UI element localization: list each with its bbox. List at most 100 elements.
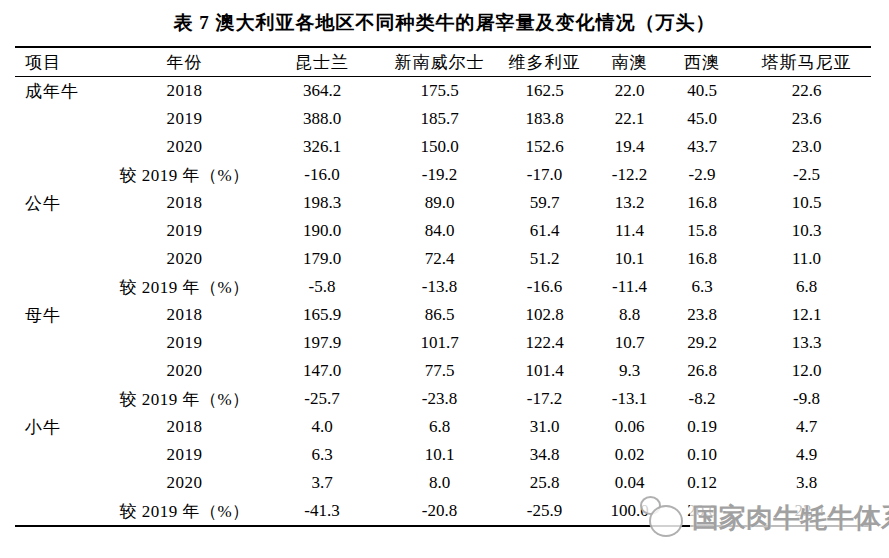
year-cell: 2019 (112, 105, 257, 133)
value-cell: -16.0 (257, 161, 387, 189)
value-cell: 364.2 (257, 77, 387, 106)
value-cell: 22.1 (597, 105, 662, 133)
value-cell: 0.19 (662, 413, 742, 441)
value-cell: 23.8 (662, 301, 742, 329)
value-cell: 86.5 (387, 301, 492, 329)
value-cell: -8.2 (662, 385, 742, 413)
year-cell: 较 2019 年（%） (112, 273, 257, 301)
year-cell: 较 2019 年（%） (112, 385, 257, 413)
value-cell: 22.6 (742, 77, 871, 106)
value-cell: 0.02 (597, 441, 662, 469)
value-cell: -2.5 (742, 161, 871, 189)
table-title: 表 7 澳大利亚各地区不同种类牛的屠宰量及变化情况（万头） (0, 8, 889, 38)
value-cell: 77.5 (387, 357, 492, 385)
value-cell: 6.8 (387, 413, 492, 441)
year-cell: 2019 (112, 441, 257, 469)
value-cell: 179.0 (257, 245, 387, 273)
value-cell: 150.0 (387, 133, 492, 161)
watermark: 国家肉牛牦牛体系 (638, 494, 889, 542)
value-cell: -23.8 (387, 385, 492, 413)
value-cell: 59.7 (492, 189, 597, 217)
table-row: 2019 190.0 84.0 61.4 11.4 15.8 10.3 (15, 217, 871, 245)
year-cell: 2018 (112, 301, 257, 329)
year-cell: 2019 (112, 217, 257, 245)
value-cell: 72.4 (387, 245, 492, 273)
table-row: 较 2019 年（%） -16.0 -19.2 -17.0 -12.2 -2.9… (15, 161, 871, 189)
table-row: 公牛 2018 198.3 89.0 59.7 13.2 16.8 10.5 (15, 189, 871, 217)
header-row: 项目 年份 昆士兰 新南威尔士 维多利亚 南澳 西澳 塔斯马尼亚 (15, 47, 871, 77)
item-cell: 公牛 (15, 189, 112, 217)
value-cell: 122.4 (492, 329, 597, 357)
item-cell (15, 245, 112, 273)
value-cell: 16.8 (662, 189, 742, 217)
value-cell: 31.0 (492, 413, 597, 441)
cattle-slaughter-table: 项目 年份 昆士兰 新南威尔士 维多利亚 南澳 西澳 塔斯马尼亚 成年牛 201… (15, 46, 871, 527)
value-cell: 102.8 (492, 301, 597, 329)
value-cell: 12.0 (742, 357, 871, 385)
value-cell: -20.8 (387, 497, 492, 526)
item-cell (15, 385, 112, 413)
value-cell: 101.7 (387, 329, 492, 357)
year-cell: 2020 (112, 469, 257, 497)
value-cell: 198.3 (257, 189, 387, 217)
table-row: 2020 326.1 150.0 152.6 19.4 43.7 23.0 (15, 133, 871, 161)
value-cell: 6.8 (742, 273, 871, 301)
header-south-australia: 南澳 (597, 47, 662, 77)
value-cell: -19.2 (387, 161, 492, 189)
value-cell: 43.7 (662, 133, 742, 161)
item-cell (15, 357, 112, 385)
value-cell: 3.8 (742, 469, 871, 497)
value-cell: 183.8 (492, 105, 597, 133)
value-cell: -5.8 (257, 273, 387, 301)
header-year: 年份 (112, 47, 257, 77)
value-cell: -12.2 (597, 161, 662, 189)
value-cell: 326.1 (257, 133, 387, 161)
table-row: 2020 3.7 8.0 25.8 0.04 0.12 3.8 (15, 469, 871, 497)
value-cell: -25.9 (492, 497, 597, 526)
value-cell: -17.2 (492, 385, 597, 413)
item-cell: 母牛 (15, 301, 112, 329)
value-cell: -16.6 (492, 273, 597, 301)
year-cell: 2018 (112, 413, 257, 441)
header-tasmania: 塔斯马尼亚 (742, 47, 871, 77)
table-row: 较 2019 年（%） -25.7 -23.8 -17.2 -13.1 -8.2… (15, 385, 871, 413)
value-cell: 23.0 (742, 133, 871, 161)
value-cell: 4.0 (257, 413, 387, 441)
table-row: 2019 197.9 101.7 122.4 10.7 29.2 13.3 (15, 329, 871, 357)
value-cell: 10.1 (387, 441, 492, 469)
value-cell: 25.8 (492, 469, 597, 497)
value-cell: 34.8 (492, 441, 597, 469)
value-cell: 13.3 (742, 329, 871, 357)
value-cell: 0.12 (662, 469, 742, 497)
value-cell: 175.5 (387, 77, 492, 106)
header-queensland: 昆士兰 (257, 47, 387, 77)
table-row: 成年牛 2018 364.2 175.5 162.5 22.0 40.5 22.… (15, 77, 871, 106)
item-cell (15, 217, 112, 245)
value-cell: 15.8 (662, 217, 742, 245)
value-cell: 190.0 (257, 217, 387, 245)
value-cell: 26.8 (662, 357, 742, 385)
value-cell: 152.6 (492, 133, 597, 161)
value-cell: 11.4 (597, 217, 662, 245)
value-cell: 388.0 (257, 105, 387, 133)
value-cell: 165.9 (257, 301, 387, 329)
document-page: 表 7 澳大利亚各地区不同种类牛的屠宰量及变化情况（万头） 项目 年份 昆士兰 … (0, 0, 889, 558)
value-cell: 22.0 (597, 77, 662, 106)
value-cell: 29.2 (662, 329, 742, 357)
value-cell: 101.4 (492, 357, 597, 385)
value-cell: 10.5 (742, 189, 871, 217)
value-cell: -11.4 (597, 273, 662, 301)
value-cell: 10.1 (597, 245, 662, 273)
value-cell: -9.8 (742, 385, 871, 413)
value-cell: 10.7 (597, 329, 662, 357)
table-row: 2020 179.0 72.4 51.2 10.1 16.8 11.0 (15, 245, 871, 273)
year-cell: 2020 (112, 245, 257, 273)
table-row: 较 2019 年（%） -5.8 -13.8 -16.6 -11.4 6.3 6… (15, 273, 871, 301)
cattle-logo-icon (638, 494, 690, 542)
table-row: 小牛 2018 4.0 6.8 31.0 0.06 0.19 4.7 (15, 413, 871, 441)
value-cell: 51.2 (492, 245, 597, 273)
year-cell: 2018 (112, 189, 257, 217)
year-cell: 2019 (112, 329, 257, 357)
value-cell: 40.5 (662, 77, 742, 106)
value-cell: 84.0 (387, 217, 492, 245)
